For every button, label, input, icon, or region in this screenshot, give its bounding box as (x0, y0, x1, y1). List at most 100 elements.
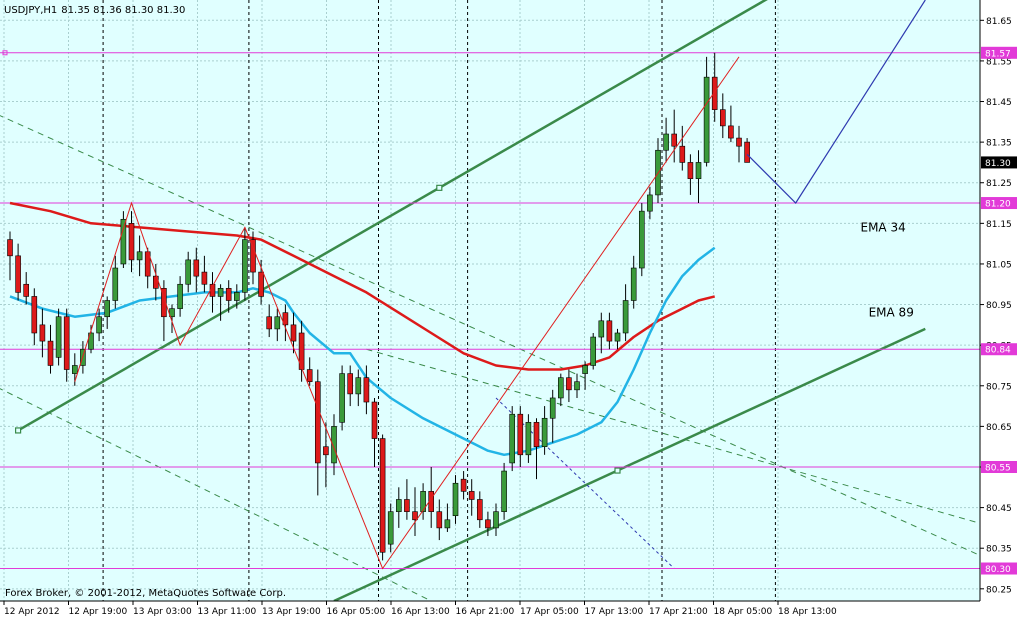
candle-body (201, 271, 208, 285)
dashed-extra-line (366, 348, 983, 525)
candle-body (266, 316, 273, 330)
candle (606, 312, 613, 350)
time-tick-label: 17 Apr 05:00 (520, 607, 579, 617)
candle (533, 418, 540, 480)
channel-handle (614, 467, 621, 474)
candle-body (476, 499, 483, 521)
candle (274, 308, 281, 342)
candle-body (736, 137, 742, 147)
candle-body (387, 511, 394, 545)
lower-channel-line (333, 327, 926, 603)
candle (501, 462, 507, 520)
candle-body (298, 332, 305, 370)
candle-body (55, 316, 62, 358)
candle-body (63, 316, 70, 370)
candle-body (217, 288, 224, 297)
candle-body (339, 373, 345, 423)
dashed-channel-lower-line (0, 388, 432, 602)
candle-body (371, 401, 378, 439)
price-axis-bg (980, 0, 1018, 619)
candle (630, 255, 637, 309)
candle (128, 211, 135, 273)
candle-body (630, 267, 637, 301)
candle (671, 109, 678, 163)
candle (242, 227, 248, 301)
candle (339, 365, 345, 431)
candle-body (452, 482, 459, 517)
candle-body (582, 365, 588, 374)
price-tick-label: 81.55 (986, 57, 1012, 67)
zigzag (74, 0, 926, 570)
candle (347, 365, 354, 407)
candle (371, 397, 378, 467)
level-tag-label: 81.20 (985, 200, 1011, 210)
candle (744, 138, 750, 163)
chart-header: USDJPY,H1 81.35 81.36 81.30 81.30 (4, 5, 185, 16)
candle-body (112, 267, 119, 301)
candle-body (331, 426, 337, 464)
candle-body (404, 499, 410, 512)
candle-body (549, 397, 556, 419)
price-tick-label: 81.25 (986, 179, 1012, 189)
level-tag-label: 80.30 (985, 565, 1011, 575)
time-tick-label: 13 Apr 11:00 (198, 607, 257, 617)
price-tick-label: 80.25 (986, 585, 1012, 595)
horizontal-levels (0, 52, 980, 570)
ohlc-label: 81.35 81.36 81.30 81.30 (61, 5, 185, 16)
symbol-label: USDJPY,H1 (4, 5, 57, 16)
candle (525, 414, 532, 463)
candle (404, 479, 410, 520)
candle (452, 475, 459, 524)
candle-body (679, 145, 686, 163)
channel-handle (436, 184, 443, 191)
candle-body (444, 519, 451, 529)
candle (39, 308, 46, 358)
time-tick-label: 12 Apr 19:00 (69, 607, 128, 617)
time-tick-label: 12 Apr 2012 (4, 607, 60, 617)
level-tag-label: 81.57 (985, 49, 1011, 59)
candle (331, 414, 337, 476)
candle-body (436, 511, 443, 529)
candle (517, 406, 524, 467)
candle-body (323, 446, 329, 456)
zigzag-line (74, 56, 740, 570)
candle-body (177, 283, 183, 309)
annotations: EMA 34 EMA 89 (861, 220, 914, 319)
level-tag-label: 80.84 (985, 346, 1011, 356)
candle (566, 369, 572, 403)
time-tick-label: 18 Apr 13:00 (778, 607, 837, 617)
candle-body (161, 288, 167, 318)
current-price-tag (981, 156, 1017, 169)
candle-body (622, 300, 629, 334)
ema-label: EMA 34 (861, 220, 906, 234)
price-tick-label: 80.75 (986, 382, 1012, 392)
candle (476, 491, 483, 528)
candle-body (185, 259, 191, 285)
candle (574, 373, 580, 398)
candle (663, 117, 669, 163)
candle (112, 255, 119, 309)
candle-body (719, 109, 726, 127)
candle (493, 503, 499, 537)
candle (582, 361, 588, 390)
candle (104, 296, 110, 329)
candle (363, 365, 370, 415)
time-tick-label: 13 Apr 03:00 (133, 607, 192, 617)
time-tick-label: 13 Apr 19:00 (262, 607, 321, 617)
candle-body (509, 413, 516, 464)
price-tick-label: 81.45 (986, 98, 1012, 108)
candle-body (96, 316, 102, 334)
candle (387, 503, 394, 553)
candle (614, 328, 621, 350)
candle-body (671, 133, 678, 147)
candle-body (355, 377, 362, 395)
trend-channels (0, 0, 983, 603)
candle-body (687, 162, 694, 179)
time-axis-bg (0, 601, 980, 619)
copyright-label: Forex Broker, © 2001-2012, MetaQuotes So… (5, 588, 286, 599)
candle-body (23, 283, 30, 297)
ema-89-line (9, 201, 716, 371)
candle-body (15, 255, 21, 293)
